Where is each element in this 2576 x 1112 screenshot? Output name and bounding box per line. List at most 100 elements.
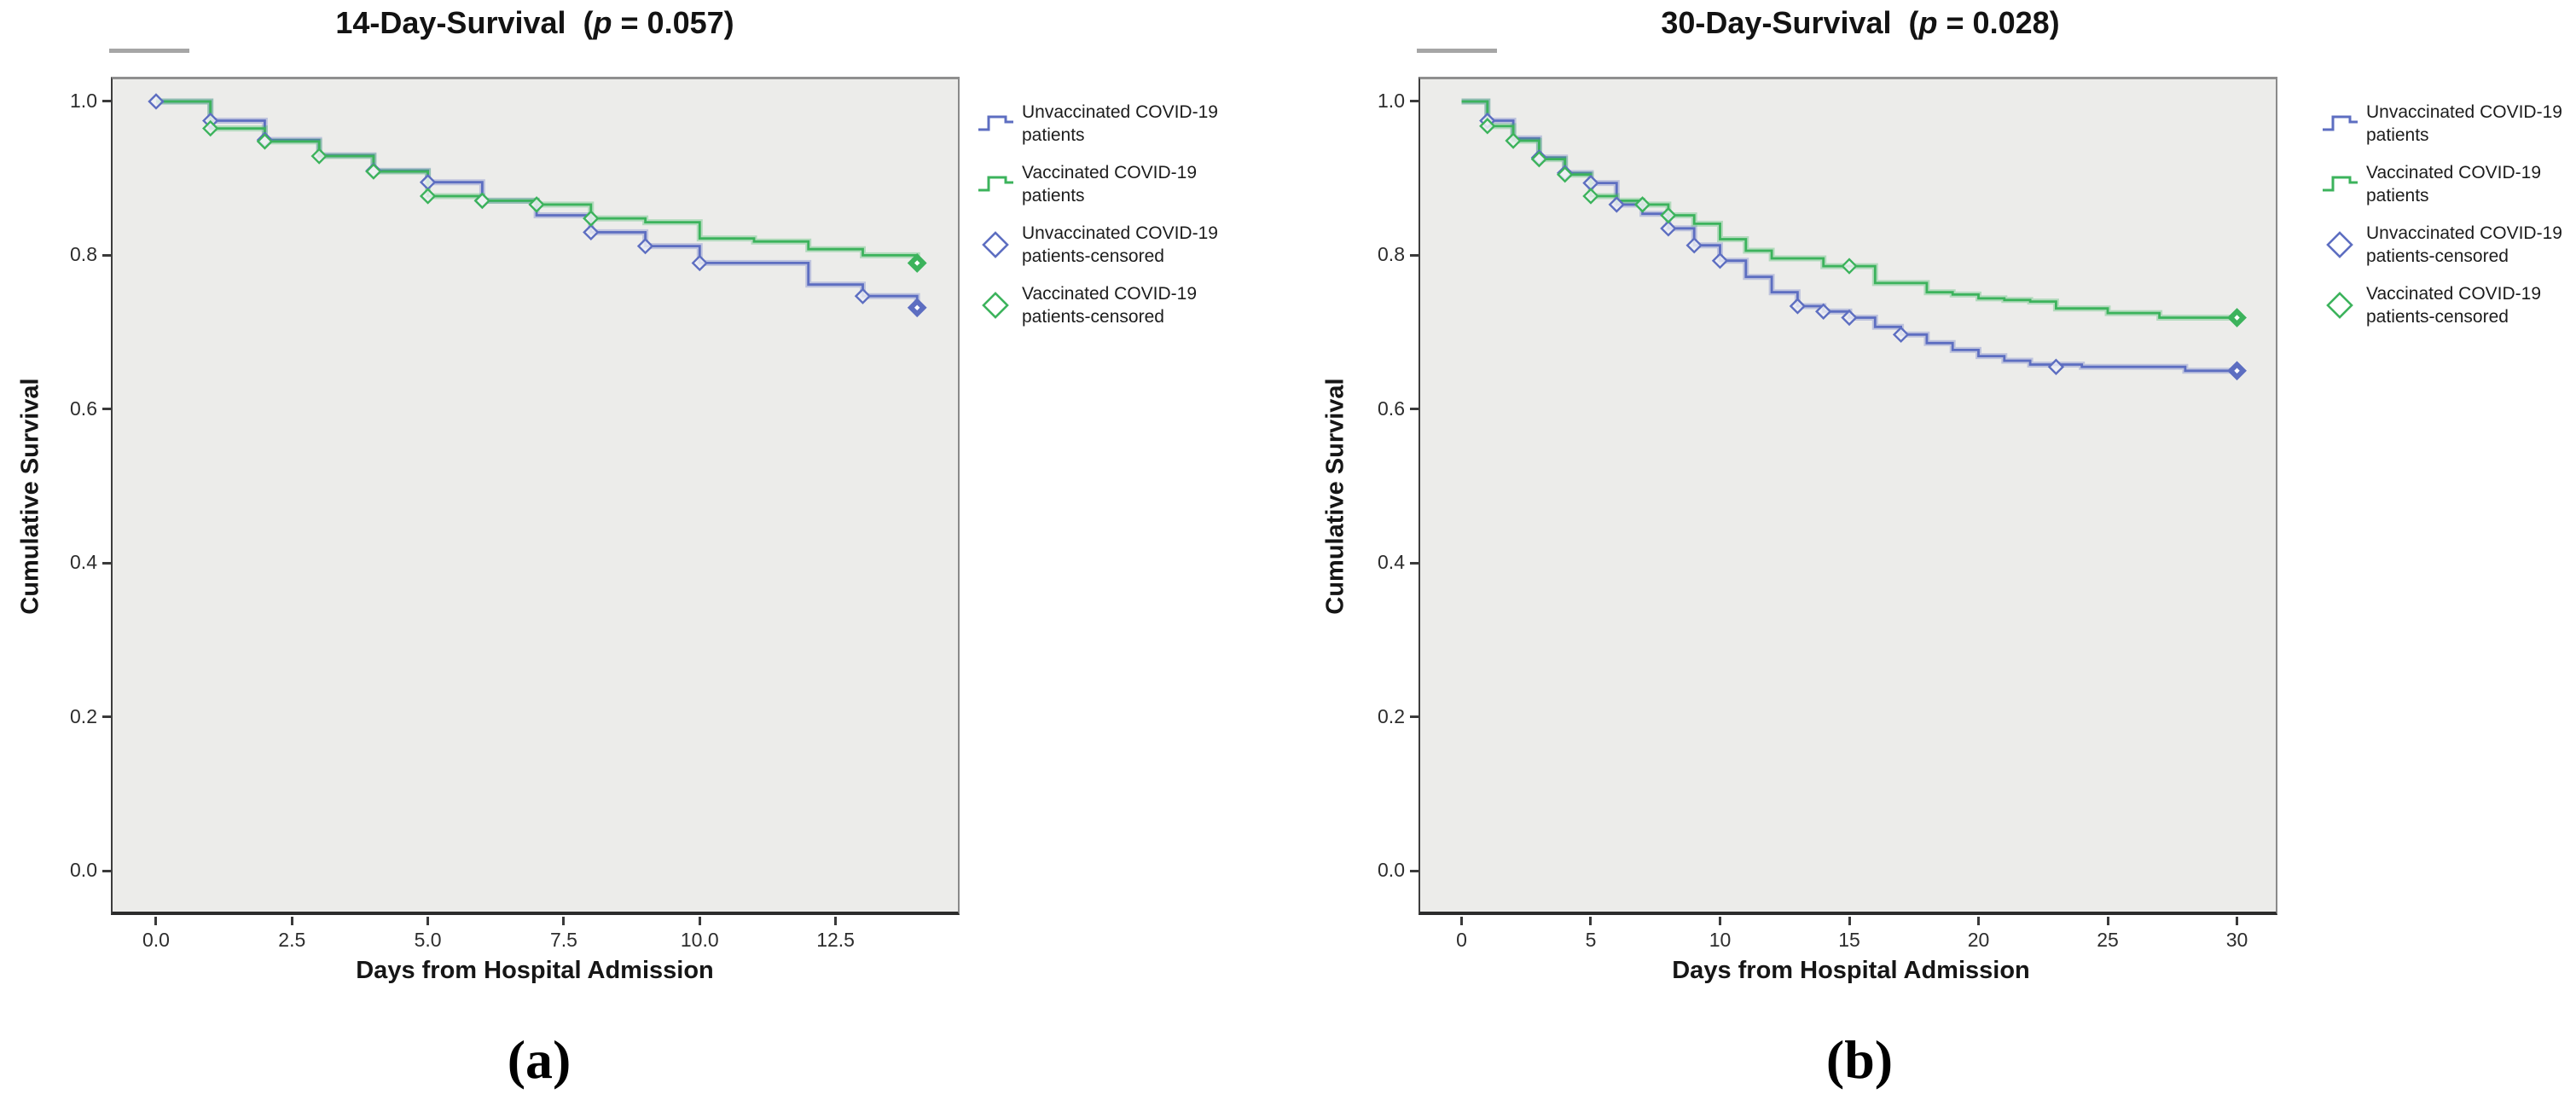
censored-marker — [1815, 303, 1832, 320]
x-tick-mark — [290, 917, 293, 925]
y-tick-label: 1.0 — [1378, 89, 1405, 112]
censored-marker — [1685, 236, 1703, 254]
x-tick-label: 12.5 — [816, 929, 855, 951]
panel-a-title-pvalue-symbol: p — [593, 5, 612, 40]
legend-label-line1: Vaccinated COVID-19 — [1022, 163, 1198, 182]
panel-a-plot-area — [111, 77, 960, 915]
censored-marker — [691, 254, 708, 272]
legend-item: Unvaccinated COVID-19 patients — [2322, 99, 2576, 148]
censored-marker — [854, 287, 872, 304]
step-line-icon — [2322, 159, 2366, 209]
censored-marker — [2047, 358, 2065, 375]
step-line-icon — [978, 99, 1022, 148]
legend-label-line2: patients — [2366, 125, 2429, 145]
y-tick-label: 0.4 — [1378, 551, 1405, 574]
x-tick-mark — [562, 917, 566, 925]
y-tick-mark — [102, 715, 111, 719]
y-tick-label: 0.8 — [1378, 243, 1405, 266]
x-tick-label: 30 — [2225, 929, 2248, 951]
panel-b-title-text: 30-Day-Survival ( — [1661, 5, 1919, 40]
legend-item: Vaccinated COVID-19 patients-censored — [978, 281, 1259, 330]
censored-marker — [1789, 298, 1807, 315]
legend-label: Unvaccinated COVID-19 patients — [2366, 101, 2562, 147]
y-tick-mark — [1410, 561, 1419, 565]
y-tick-mark — [102, 100, 111, 103]
panel-a-survival-curves — [148, 93, 927, 318]
legend-item: Unvaccinated COVID-19 patients — [978, 99, 1259, 148]
x-tick-label: 5 — [1585, 929, 1597, 951]
censored-marker — [1841, 258, 1858, 275]
censored-marker — [1556, 165, 1574, 183]
x-tick-mark — [426, 917, 430, 925]
survival-curve-halo — [1461, 98, 2237, 374]
y-tick-label: 0.6 — [70, 397, 97, 420]
censored-marker — [1608, 196, 1625, 213]
legend-label: Vaccinated COVID-19 patients-censored — [1022, 282, 1197, 328]
legend-label-line1: Unvaccinated COVID-19 — [2366, 102, 2562, 122]
y-tick-label: 0.2 — [1378, 704, 1405, 727]
panel-b-y-axis-label: Cumulative Survival — [1321, 378, 1349, 615]
panel-b-sublabel: (b) — [1825, 1029, 1894, 1090]
y-tick-mark — [1410, 100, 1419, 103]
x-tick-label: 0.0 — [142, 929, 170, 951]
y-tick-mark — [102, 869, 111, 872]
censored-marker — [419, 188, 437, 205]
x-tick-label: 0 — [1456, 929, 1467, 951]
censored-marker — [528, 196, 545, 213]
legend-label-line1: Vaccinated COVID-19 — [1022, 284, 1198, 304]
panel-b-title-pvalue-symbol: p — [1918, 5, 1938, 40]
y-tick-label: 0.0 — [70, 859, 97, 882]
frame-notch — [1417, 49, 1497, 53]
censored-diamond-icon — [978, 281, 1022, 330]
legend-item: Unvaccinated COVID-19 patients-censored — [2322, 220, 2576, 269]
panel-a-title-pvalue: = 0.057) — [612, 5, 734, 40]
censored-marker — [1711, 252, 1729, 269]
legend-label: Vaccinated COVID-19 patients — [2366, 161, 2541, 207]
legend-item: Vaccinated COVID-19 patients — [2322, 159, 2576, 209]
legend-label-line2: patients — [1022, 125, 1085, 145]
censored-marker — [636, 237, 654, 255]
y-tick-mark — [1410, 715, 1419, 719]
panel-a-sublabel: (a) — [507, 1029, 571, 1090]
panel-a-legend: Unvaccinated COVID-19 patients Vaccinated … — [978, 99, 1259, 341]
x-tick-label: 10 — [1709, 929, 1732, 951]
y-tick-mark — [1410, 253, 1419, 257]
y-tick-mark — [1410, 408, 1419, 411]
legend-label-line2: patients-censored — [2366, 307, 2509, 327]
x-tick-label: 15 — [1838, 929, 1860, 951]
censored-marker — [1479, 118, 1496, 135]
censored-marker — [1582, 188, 1599, 205]
x-tick-mark — [698, 917, 701, 925]
end-censored-marker-center — [2234, 315, 2240, 321]
censored-marker — [202, 119, 219, 137]
x-tick-mark — [1459, 917, 1463, 925]
censored-diamond-icon — [2322, 220, 2366, 269]
censored-marker — [1530, 150, 1548, 168]
x-tick-mark — [1848, 917, 1851, 925]
legend-label-line2: patients-censored — [1022, 307, 1164, 327]
x-tick-label: 25 — [2097, 929, 2119, 951]
legend-label-line2: patients — [2366, 186, 2429, 206]
x-tick-label: 10.0 — [680, 929, 719, 951]
legend-label-line2: patients-censored — [1022, 246, 1164, 266]
censored-marker — [1582, 174, 1599, 192]
censored-marker — [583, 210, 600, 227]
censored-marker — [583, 223, 600, 241]
panel-b-title-pvalue: = 0.028) — [1937, 5, 2060, 40]
censored-marker — [1633, 196, 1651, 213]
end-censored-marker-center — [914, 304, 920, 310]
end-censored-marker-center — [914, 260, 920, 266]
legend-label-line1: Vaccinated COVID-19 — [2366, 163, 2542, 182]
censored-marker — [256, 133, 274, 150]
panel-b: 30-Day-Survival (p = 0.028) Cumulative S… — [1314, 0, 2576, 1112]
panel-b-survival-curves — [1461, 98, 2247, 381]
legend-label-line2: patients — [1022, 186, 1085, 206]
panel-a-title: 14-Day-Survival (p = 0.057) — [335, 5, 734, 41]
panel-b-plot-area — [1419, 77, 2277, 915]
panel-a-y-axis-label: Cumulative Survival — [16, 378, 44, 615]
end-censored-marker-center — [2234, 368, 2240, 374]
survival-curve — [1461, 100, 2237, 373]
panel-b-title: 30-Day-Survival (p = 0.028) — [1661, 5, 2059, 41]
censored-marker — [365, 163, 382, 180]
y-tick-mark — [102, 561, 111, 565]
